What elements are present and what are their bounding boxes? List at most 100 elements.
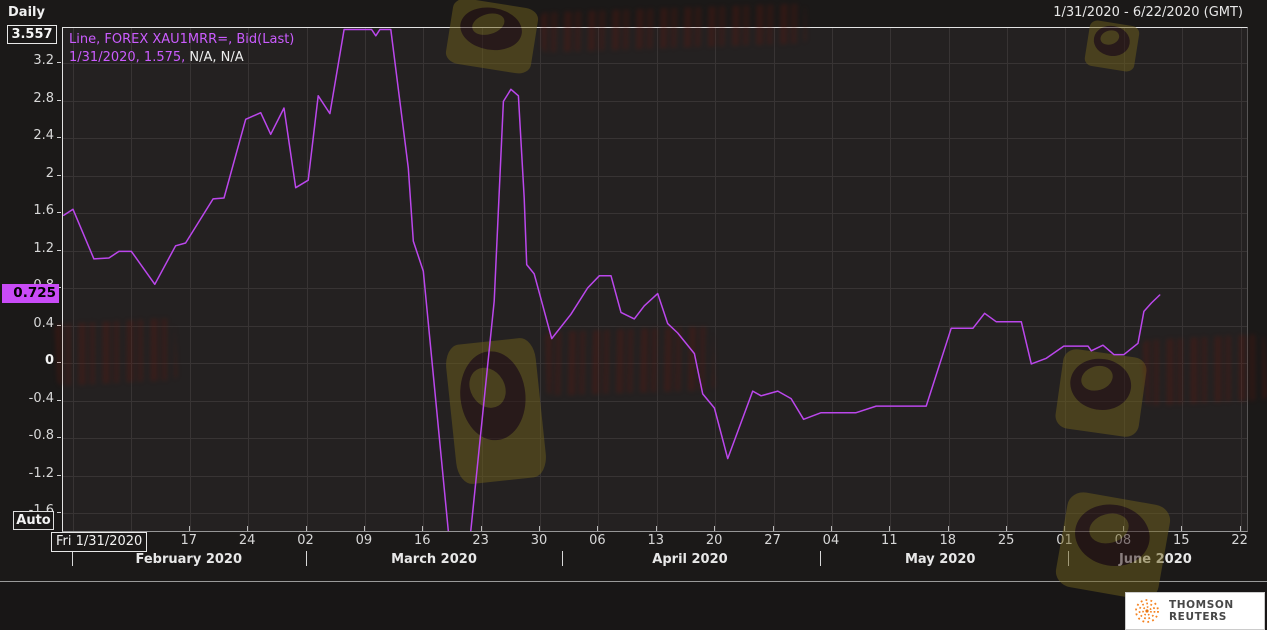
thomson-reuters-sunburst-icon <box>1135 599 1159 623</box>
grid-line-horizontal <box>63 138 1247 139</box>
grid-line-horizontal <box>63 213 1247 214</box>
grid-line-vertical <box>248 28 250 531</box>
grid-line-vertical <box>306 28 308 531</box>
grid-line-horizontal <box>63 288 1247 289</box>
grid-line-vertical <box>73 28 75 531</box>
grid-line-vertical <box>1240 28 1242 531</box>
x-month-separator <box>820 551 822 566</box>
y-axis-auto-button[interactable]: Auto <box>13 511 54 530</box>
grid-line-horizontal <box>63 325 1247 327</box>
y-tick-label: -0.4 <box>28 390 54 406</box>
x-tick-label: 30 <box>530 533 548 548</box>
x-tick-label: 20 <box>705 533 723 548</box>
x-month-separator <box>306 551 308 566</box>
x-tick-label: 18 <box>939 533 956 548</box>
plot-area[interactable]: Line, FOREX XAU1MRR=, Bid(Last) 1/31/202… <box>54 0 1267 603</box>
y-tick-label: 1.6 <box>33 203 54 218</box>
chart-legend[interactable]: Line, FOREX XAU1MRR=, Bid(Last) 1/31/202… <box>69 31 294 67</box>
x-tick-mark <box>772 526 774 531</box>
x-month-separator <box>562 551 564 566</box>
y-tick-mark <box>57 287 61 288</box>
y-tick-label: 0 <box>44 353 54 368</box>
bottom-divider <box>0 581 1267 582</box>
x-tick-mark <box>539 526 541 531</box>
x-tick-label: 15 <box>1172 533 1190 548</box>
y-tick-label: 2.8 <box>33 90 54 106</box>
y-axis-max-marker: 3.557 <box>7 25 57 44</box>
y-tick-mark <box>57 437 61 438</box>
grid-line-horizontal <box>63 363 1247 364</box>
grid-line-vertical <box>131 28 133 531</box>
x-tick-mark <box>480 526 482 531</box>
x-tick-mark <box>655 526 657 531</box>
x-tick-mark <box>1239 526 1241 531</box>
grid-line-vertical <box>890 28 892 531</box>
x-tick-mark <box>597 526 599 531</box>
grid-line-vertical <box>189 28 191 531</box>
y-tick-label: 2 <box>45 165 54 181</box>
x-tick-mark <box>305 526 307 531</box>
grid-line-horizontal <box>63 513 1247 514</box>
last-value-marker: 0.725 <box>2 284 59 303</box>
y-tick-label: 1.2 <box>33 240 54 256</box>
grid-line-vertical <box>598 28 600 531</box>
x-tick-label: 16 <box>414 533 431 548</box>
grid-line-horizontal <box>63 475 1247 477</box>
grid-line-vertical <box>715 28 717 531</box>
x-tick-mark <box>422 526 424 531</box>
grid-line-vertical <box>656 28 658 531</box>
x-tick-mark <box>363 526 365 531</box>
y-tick-label: -1.2 <box>28 465 54 481</box>
y-tick-label: -0.8 <box>28 428 54 443</box>
x-tick-label: 27 <box>764 533 781 548</box>
grid-line-horizontal <box>63 250 1247 252</box>
y-tick-mark <box>57 212 61 213</box>
grid-line-horizontal <box>63 400 1247 402</box>
grid-line-vertical <box>831 28 833 531</box>
grid-line-vertical <box>364 28 366 531</box>
x-month-label: February 2020 <box>135 552 243 567</box>
y-tick-mark <box>57 324 61 326</box>
price-line <box>63 28 1161 531</box>
x-tick-label: 04 <box>822 533 840 548</box>
grid-line-vertical <box>1007 28 1009 531</box>
x-axis-start-date-marker[interactable]: Fri 1/31/2020 <box>51 532 148 552</box>
y-tick-mark <box>57 362 61 363</box>
interval-label[interactable]: Daily <box>8 5 45 20</box>
grid-line-vertical <box>948 28 950 531</box>
x-tick-mark <box>947 526 949 531</box>
y-tick-label: 2.4 <box>33 128 54 143</box>
y-tick-label: 3.2 <box>33 53 54 68</box>
legend-values-magenta: 1/31/2020, 1.575, <box>69 50 186 65</box>
x-tick-mark <box>714 526 716 531</box>
legend-series-label: Line, FOREX XAU1MRR=, Bid(Last) <box>69 32 295 47</box>
grid-line-horizontal <box>63 438 1247 439</box>
x-tick-mark <box>247 526 249 531</box>
x-month-label: March 2020 <box>391 552 477 567</box>
x-tick-mark <box>889 526 891 531</box>
y-tick-label: 0.4 <box>33 315 54 331</box>
grid-line-vertical <box>1182 28 1184 531</box>
x-tick-mark <box>188 526 190 531</box>
x-tick-label: 09 <box>355 533 373 548</box>
x-tick-mark <box>830 526 832 531</box>
grid-line-horizontal <box>63 100 1247 102</box>
y-tick-mark <box>57 137 61 138</box>
x-tick-label: 23 <box>472 533 489 548</box>
y-tick-mark <box>57 99 61 101</box>
price-line-chart <box>63 28 1161 531</box>
x-tick-label: 13 <box>647 533 665 548</box>
y-tick-mark <box>57 62 61 63</box>
x-tick-label: 24 <box>238 533 256 548</box>
x-tick-label: 25 <box>997 533 1015 548</box>
y-tick-mark <box>57 512 61 513</box>
x-month-label: April 2020 <box>652 552 728 567</box>
thomson-reuters-text: THOMSON REUTERS <box>1169 599 1234 623</box>
grid-line-horizontal <box>63 63 1247 64</box>
x-tick-label: 02 <box>297 533 314 548</box>
x-month-label: May 2020 <box>904 552 976 567</box>
x-tick-mark <box>1006 526 1008 531</box>
grid-line-vertical <box>1065 28 1067 531</box>
x-tick-label: 06 <box>589 533 606 548</box>
